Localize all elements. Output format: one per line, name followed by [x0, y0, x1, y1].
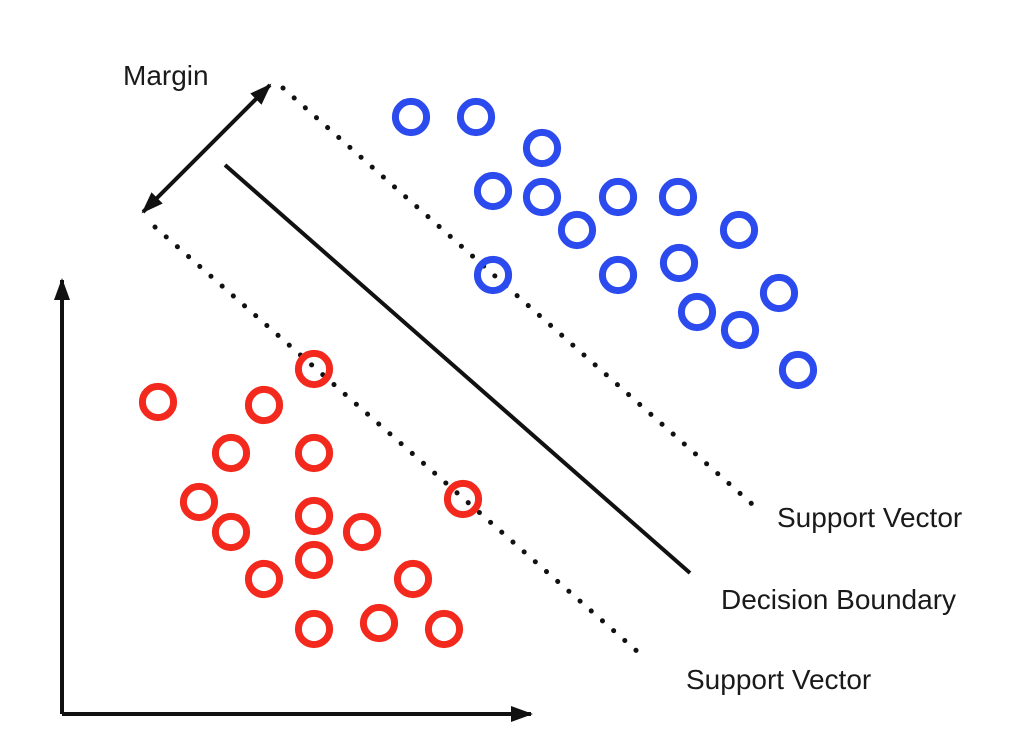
blue-data-point: [598, 177, 638, 217]
support-vector-line-upper: [280, 85, 755, 507]
support-vector-line-lower: [152, 224, 650, 663]
blue-data-point: [720, 310, 760, 350]
blue-data-point: [557, 210, 597, 250]
blue-data-point: [659, 243, 699, 283]
blue-data-point: [719, 210, 759, 250]
red-data-point: [443, 479, 483, 519]
blue-data-point: [522, 177, 562, 217]
blue-data-point: [598, 255, 638, 295]
red-data-point: [244, 559, 284, 599]
decision-boundary-label: Decision Boundary: [721, 584, 956, 615]
red-data-point: [342, 512, 382, 552]
red-data-point: [294, 540, 334, 580]
red-data-point: [211, 512, 251, 552]
red-data-point: [211, 433, 251, 473]
blue-data-point: [522, 128, 562, 168]
blue-data-point: [473, 255, 513, 295]
blue-data-point: [473, 171, 513, 211]
blue-data-point: [658, 177, 698, 217]
red-data-point: [359, 603, 399, 643]
blue-data-point: [456, 97, 496, 137]
blue-data-point: [759, 273, 799, 313]
decision-boundary-line: [223, 163, 692, 575]
blue-class-points: [391, 97, 818, 390]
red-data-point: [138, 382, 178, 422]
margin-label: Margin: [123, 60, 209, 91]
red-data-point: [244, 385, 284, 425]
support-vector-label-bottom: Support Vector: [686, 664, 871, 695]
red-data-point: [294, 496, 334, 536]
blue-data-point: [391, 97, 431, 137]
red-data-point: [294, 609, 334, 649]
red-data-point: [294, 349, 334, 389]
red-data-point: [294, 433, 334, 473]
red-data-point: [179, 482, 219, 522]
blue-data-point: [677, 292, 717, 332]
blue-data-point: [778, 350, 818, 390]
red-class-points: [138, 349, 483, 649]
support-vector-label-top: Support Vector: [777, 502, 962, 533]
red-data-point: [393, 559, 433, 599]
red-data-point: [424, 609, 464, 649]
margin-double-arrow: [141, 83, 272, 214]
